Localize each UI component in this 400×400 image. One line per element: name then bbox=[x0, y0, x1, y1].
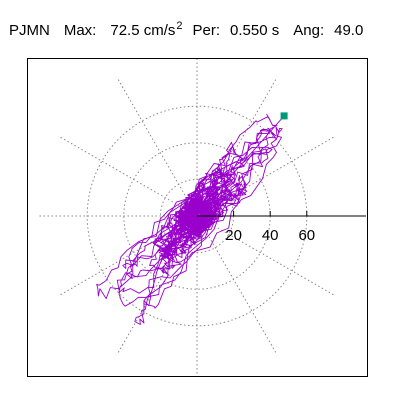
grid-spoke-30 bbox=[196, 135, 336, 217]
max-value: 72.5 cm/s bbox=[110, 22, 176, 39]
grid-spoke-120 bbox=[116, 77, 198, 217]
x-tick-label-20: 20 bbox=[225, 227, 242, 244]
grid-spoke-210 bbox=[58, 215, 198, 297]
peak-marker bbox=[280, 112, 288, 120]
angle-label: Ang: bbox=[293, 22, 325, 39]
x-tick-label-60: 60 bbox=[298, 227, 315, 244]
grid-spoke-330 bbox=[196, 215, 336, 297]
x-tick-label-40: 40 bbox=[262, 227, 279, 244]
station-code: PJMN bbox=[9, 22, 50, 39]
orbit-trace bbox=[96, 113, 285, 325]
max-label: Max: bbox=[63, 22, 97, 39]
title-bar: PJMN Max: 72.5 cm/s2 Per: 0.550 s Ang: 49.0 bbox=[9, 15, 363, 39]
grid-spoke-240 bbox=[116, 215, 198, 355]
grid-spoke-60 bbox=[196, 77, 278, 217]
grid-spoke-150 bbox=[58, 135, 198, 217]
angle-value: 49.0 bbox=[334, 22, 364, 39]
period-label: Per: bbox=[192, 22, 221, 39]
max-unit-superscript: 2 bbox=[176, 20, 183, 32]
grid-spoke-300 bbox=[196, 215, 278, 355]
period-value: 0.550 s bbox=[230, 22, 280, 39]
